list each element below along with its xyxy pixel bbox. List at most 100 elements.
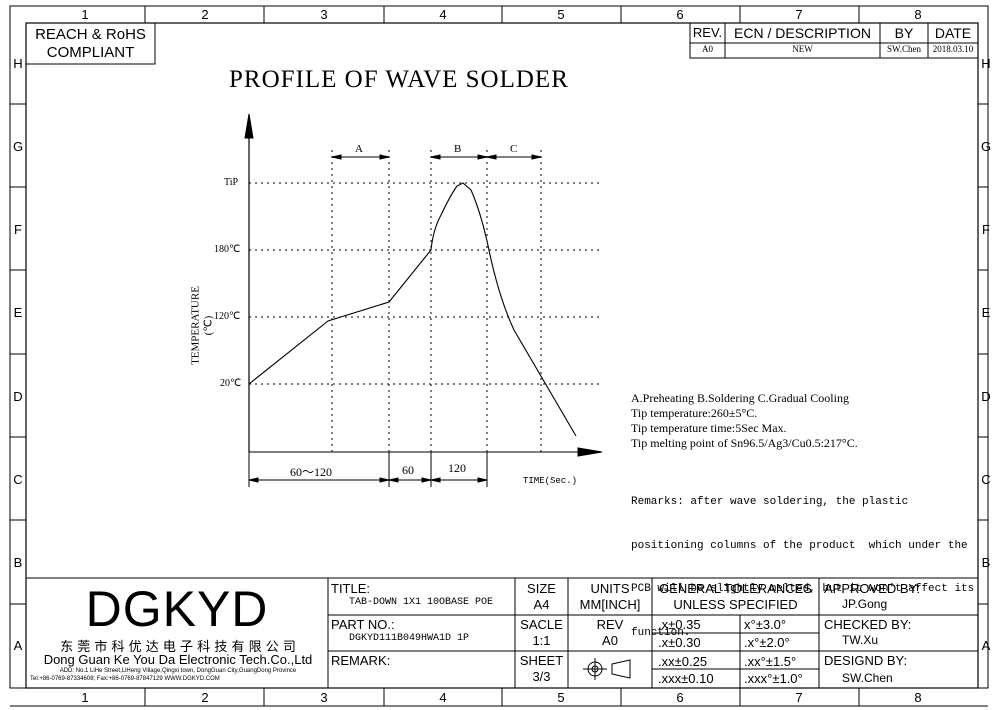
- zone-row-h-right: H: [981, 56, 991, 71]
- zone-col-5-bottom: 5: [557, 690, 565, 705]
- x-axis-label: TIME(Sec.): [523, 476, 578, 486]
- approved-value: JP.Gong: [842, 597, 888, 611]
- zone-row-e: E: [13, 305, 23, 320]
- remarks-line-2: positioning columns of the product which…: [631, 539, 968, 552]
- zone-col-4: 4: [439, 7, 447, 22]
- zone-col-7-bottom: 7: [795, 690, 803, 705]
- tolerance-linear-2: .x±0.30: [658, 635, 701, 650]
- remarks-block: Remarks: after wave soldering, the plast…: [631, 466, 974, 655]
- tolerance-angular-2: .x°±2.0°: [744, 635, 790, 650]
- rev-value-title: A0: [602, 633, 618, 648]
- scale-label: SACLE: [520, 617, 563, 632]
- company-address: ADD: No.1 LiHe Street,LiHeng Village,Qin…: [59, 668, 297, 674]
- zone-row-g: G: [12, 139, 24, 154]
- zone-row-a: A: [13, 638, 23, 653]
- zone-col-1-bottom: 1: [81, 690, 89, 705]
- checked-label: CHECKED BY:: [824, 617, 912, 632]
- ecn-header: ECN / DESCRIPTION: [734, 25, 871, 41]
- remarks-line-4: function.: [631, 626, 691, 639]
- tolerance-linear-1: .x±0.35: [658, 617, 701, 632]
- rev-header: REV.: [692, 25, 723, 40]
- sheet-value: 3/3: [532, 669, 551, 684]
- units-value: MM[INCH]: [579, 597, 641, 612]
- y-axis-label: TEMPERATURE (℃): [189, 286, 215, 365]
- checked-value: TW.Xu: [842, 633, 879, 647]
- phase-c-label: C: [510, 143, 518, 155]
- zone-row-b: B: [13, 555, 23, 570]
- zone-row-d-right: D: [981, 389, 991, 404]
- phase-b-label: B: [454, 143, 462, 155]
- compliance-badge: REACH & RoHS COMPLIANT: [26, 26, 155, 62]
- notes-block: A.Preheating B.Soldering C.Gradual Cooli…: [631, 391, 858, 451]
- company-name-en: Dong Guan Ke You Da Electronic Tech.Co.,…: [43, 652, 313, 667]
- tolerance-angular-1: x°±3.0°: [744, 617, 787, 632]
- zone-col-5: 5: [557, 7, 565, 22]
- zone-col-2-bottom: 2: [201, 690, 209, 705]
- scale-value: 1:1: [532, 633, 551, 648]
- tolerance-linear-3: .xx±0.25: [658, 654, 708, 669]
- zone-col-6-bottom: 6: [676, 690, 684, 705]
- notes-legend: A.Preheating B.Soldering C.Gradual Cooli…: [631, 391, 849, 405]
- y-tick-tip: TiP: [224, 177, 239, 188]
- designed-value: SW.Chen: [842, 671, 893, 685]
- drawing-title: PROFILE OF WAVE SOLDER: [229, 66, 569, 93]
- sheet-label: SHEET: [519, 653, 564, 668]
- duration-soldering: 60: [402, 463, 414, 477]
- zone-row-c-right: C: [981, 472, 991, 487]
- tolerances-title-1: GENERAL TOLERANCES: [659, 581, 812, 596]
- tolerance-linear-4: .xxx±0.10: [658, 671, 714, 686]
- zone-col-8: 8: [914, 7, 922, 22]
- notes-tip-temperature: Tip temperature:260±5°C.: [631, 406, 758, 420]
- by-value: SW.Chen: [887, 44, 921, 54]
- units-label: UNITS: [590, 581, 630, 596]
- y-tick-20: 20℃: [220, 378, 242, 389]
- zone-row-a-right: A: [981, 638, 991, 653]
- size-label: SIZE: [527, 581, 556, 596]
- rev-label: REV: [596, 617, 624, 632]
- zone-col-3: 3: [320, 7, 328, 22]
- zone-col-6: 6: [676, 7, 684, 22]
- rev-value: A0: [702, 44, 713, 54]
- ecn-value: NEW: [792, 44, 813, 54]
- company-logo: DGKYD: [85, 581, 269, 637]
- company-contact: Tel:+86-0769-87334608; Fax:+86-0769-8784…: [30, 676, 220, 682]
- by-header: BY: [894, 25, 914, 41]
- zone-row-e-right: E: [981, 305, 991, 320]
- part-no-value: DGKYD111B049HWA1D 1P: [349, 633, 470, 644]
- title-label: TITLE:: [331, 581, 371, 596]
- remarks-line-1: Remarks: after wave soldering, the plast…: [631, 496, 909, 508]
- title-value: TAB-DOWN 1X1 10OBASE POE: [349, 597, 494, 608]
- zone-col-4-bottom: 4: [439, 690, 447, 705]
- tolerance-angular-4: .xxx°±1.0°: [744, 671, 803, 686]
- notes-tip-time: Tip temperature time:5Sec Max.: [631, 421, 787, 435]
- remark-label: REMARK:: [331, 653, 391, 668]
- zone-row-g-right: G: [980, 139, 992, 154]
- approved-label: APPROVED BY:: [824, 581, 921, 596]
- zone-row-c: C: [13, 472, 23, 487]
- duration-cooling: 120: [448, 461, 466, 475]
- zone-row-b-right: B: [981, 555, 991, 570]
- date-header: DATE: [934, 25, 972, 41]
- zone-col-7: 7: [795, 7, 803, 22]
- zone-row-d: D: [13, 389, 23, 404]
- zone-row-f-right: F: [982, 222, 990, 237]
- part-no-label: PART NO.:: [331, 617, 395, 632]
- company-name-cn: 东 莞 市 科 优 达 电 子 科 技 有 限 公 司: [60, 640, 296, 655]
- date-value: 2018.03.10: [932, 44, 974, 54]
- compliance-line-1: REACH & RoHS: [35, 26, 146, 43]
- y-tick-120: 120℃: [214, 311, 241, 322]
- compliance-line-2: COMPLIANT: [46, 44, 135, 61]
- tolerances-title-2: UNLESS SPECIFIED: [673, 597, 798, 612]
- designed-label: DESIGND BY:: [824, 653, 908, 668]
- zone-row-h: H: [13, 56, 23, 71]
- phase-a-label: A: [355, 143, 363, 155]
- zone-col-8-bottom: 8: [914, 690, 922, 705]
- size-value: A4: [533, 597, 550, 612]
- zone-col-1: 1: [81, 7, 89, 22]
- remarks-line-3: PCB will be slightly melted, but it won'…: [631, 583, 975, 595]
- zone-col-2: 2: [201, 7, 209, 22]
- notes-melting-point: Tip melting point of Sn96.5/Ag3/Cu0.5:21…: [631, 436, 858, 450]
- projection-symbol-icon: [583, 658, 631, 680]
- zone-col-3-bottom: 3: [320, 690, 328, 705]
- tolerance-angular-3: .xx°±1.5°: [744, 654, 797, 669]
